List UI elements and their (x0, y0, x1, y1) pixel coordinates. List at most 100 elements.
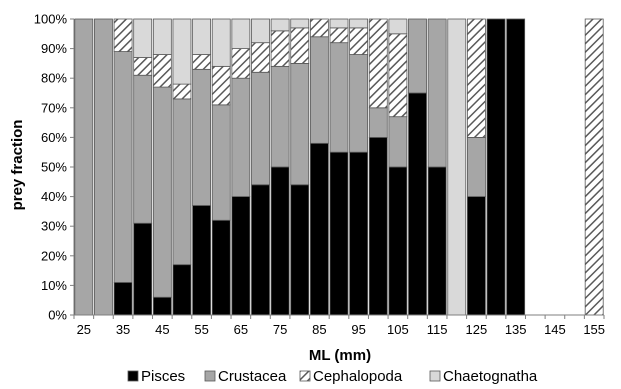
y-axis-ticks: 0% 10% 20% 30% 40% 50% 60% 70% 80% 90% 100% (34, 12, 74, 323)
bar-segment-crustacea (133, 74, 153, 224)
bar-segment-cephalopoda (388, 33, 408, 118)
plot-area (73, 18, 604, 316)
bar-segment-chaetognatha (172, 18, 192, 85)
x-tick-label: 95 (351, 322, 365, 337)
bar-segment-cephalopoda (309, 18, 329, 38)
bar-segment-chaetognatha (231, 18, 251, 50)
bar-segment-crustacea (172, 98, 192, 266)
bar-segment-chaetognatha (447, 18, 467, 316)
bar-segment-cephalopoda (329, 27, 349, 44)
bar-segment-cephalopoda (368, 18, 388, 109)
bar-segment-crustacea (466, 136, 486, 197)
y-tick-label: 90% (41, 41, 67, 56)
bar-segment-crustacea (309, 36, 329, 144)
bar-segment-cephalopoda (251, 42, 270, 73)
bar-segment-pisces (211, 219, 231, 316)
x-tick-label: 45 (155, 322, 169, 337)
bar-segment-pisces (251, 184, 270, 316)
bar-segment-pisces (290, 184, 310, 316)
y-tick-label: 80% (41, 71, 67, 86)
bar-segment-chaetognatha (270, 18, 290, 32)
bar-segment-crustacea (388, 116, 408, 168)
y-tick-label: 60% (41, 130, 67, 145)
y-tick-label: 10% (41, 278, 67, 293)
x-axis-ticks: 25 35 45 55 65 75 85 95 105 115 125 135 145 155 (73, 315, 605, 337)
bar-segment-chaetognatha (192, 18, 212, 55)
bar-segment-cephalopoda (290, 27, 310, 64)
bar-segment-pisces (133, 222, 153, 316)
legend-label-pisces: Pisces (141, 368, 185, 385)
legend-swatch-chaetognatha (429, 370, 441, 382)
bar-segment-cephalopoda (152, 54, 172, 88)
bar-segment-pisces (427, 166, 447, 316)
bar-segment-crustacea (270, 65, 290, 168)
bar-segment-crustacea (113, 51, 133, 283)
bar-segment-crustacea (408, 18, 427, 94)
legend-swatch-cephalopoda (299, 370, 311, 382)
x-tick-label: 75 (273, 322, 287, 337)
bar-segment-cephalopoda (192, 54, 212, 70)
bar-segment-crustacea (349, 54, 369, 153)
bar-segment-chaetognatha (388, 18, 408, 35)
x-tick-label: 55 (194, 322, 208, 337)
bar-segment-crustacea (211, 104, 231, 221)
x-tick-label: 25 (77, 322, 91, 337)
bar-segment-crustacea (74, 18, 94, 316)
y-tick-label: 50% (41, 160, 67, 175)
bar-segment-chaetognatha (349, 18, 369, 29)
bar-segment-cephalopoda (211, 65, 231, 106)
y-tick-label: 100% (34, 12, 68, 27)
bar-segment-pisces (192, 205, 212, 316)
bar-segment-chaetognatha (211, 18, 231, 67)
x-tick-label: 105 (387, 322, 409, 337)
bar-segment-cephalopoda (133, 57, 153, 76)
legend-swatch-pisces (127, 370, 139, 382)
bar-segment-cephalopoda (113, 18, 133, 52)
legend-label-chaetognatha: Chaetognatha (443, 368, 538, 385)
bar-segment-pisces (368, 136, 388, 316)
bar-segment-crustacea (192, 68, 212, 206)
bar-segment-crustacea (152, 86, 172, 298)
bar-segment-pisces (506, 18, 526, 316)
bar-segment-pisces (388, 166, 408, 316)
bar-segment-pisces (408, 92, 427, 316)
bar-segment-pisces (231, 196, 251, 316)
bar-segment-crustacea (427, 18, 447, 168)
y-tick-label: 30% (41, 219, 67, 234)
bar-segment-chaetognatha (329, 18, 349, 29)
bar-segment-pisces (270, 166, 290, 316)
bar-segment-pisces (466, 196, 486, 316)
x-tick-label: 125 (466, 322, 488, 337)
bar-segment-crustacea (231, 77, 251, 197)
bar-segment-crustacea (94, 18, 113, 316)
y-tick-label: 0% (48, 308, 67, 323)
x-axis-title: ML (mm) (309, 347, 371, 364)
bar-segment-cephalopoda (172, 83, 192, 100)
x-tick-label: 135 (505, 322, 527, 337)
x-tick-label: 155 (583, 322, 605, 337)
bar-segment-cephalopoda (584, 18, 604, 316)
bar-segment-pisces (486, 18, 506, 316)
x-tick-label: 85 (312, 322, 326, 337)
y-axis-title: prey fraction (9, 120, 26, 211)
y-tick-label: 70% (41, 100, 67, 115)
y-tick-label: 20% (41, 248, 67, 263)
bar-segment-chaetognatha (251, 18, 270, 44)
y-tick-label: 40% (41, 189, 67, 204)
bar-segment-cephalopoda (349, 27, 369, 55)
bar-segment-crustacea (290, 63, 310, 186)
bar-segment-pisces (172, 264, 192, 316)
bar-segment-chaetognatha (152, 18, 172, 55)
bar-segment-pisces (329, 151, 349, 316)
bar-segment-chaetognatha (290, 18, 310, 29)
bar-segment-crustacea (329, 42, 349, 153)
x-tick-label: 115 (427, 322, 448, 337)
bar-segment-pisces (152, 296, 172, 316)
x-tick-label: 145 (544, 322, 566, 337)
legend-label-crustacea: Crustacea (218, 368, 287, 385)
bar-segment-crustacea (368, 107, 388, 138)
bar-segment-chaetognatha (133, 18, 153, 58)
bar-segment-pisces (113, 282, 133, 316)
bar-segment-crustacea (251, 71, 270, 186)
bar-segment-pisces (349, 151, 369, 316)
